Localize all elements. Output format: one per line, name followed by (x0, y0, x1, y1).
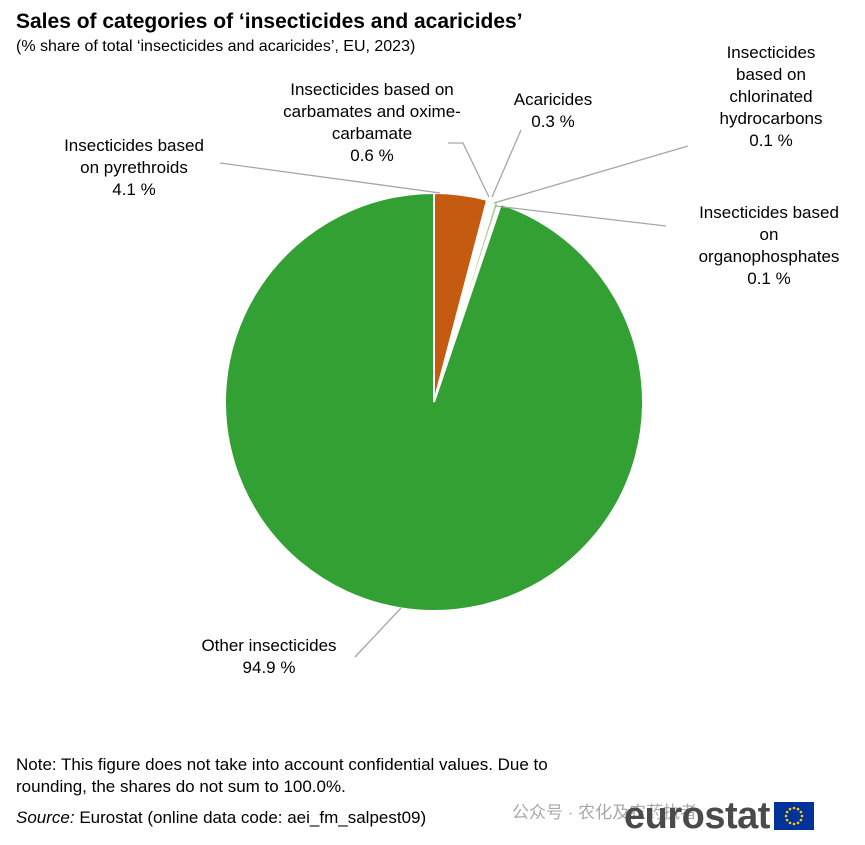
pie-slice (224, 191, 644, 612)
slice-label: Other insecticides 94.9 % (201, 636, 336, 677)
eu-flag-star (785, 810, 789, 814)
source-label: Source: (16, 808, 75, 827)
slice-label-line: 0.6 % (350, 146, 393, 165)
eu-flag-star (796, 807, 800, 811)
slice-label: Insecticides based on carbamates and oxim… (283, 80, 461, 165)
eurostat-logo: eurostat (624, 796, 814, 836)
slice-label-line: Acaricides (514, 90, 592, 109)
eu-flag-star (788, 821, 792, 825)
eu-flag-star (799, 818, 803, 822)
slice-label-line: organophosphates (699, 247, 840, 266)
slice-label-line: hydrocarbons (719, 109, 822, 128)
slice-label-line: 94.9 % (243, 658, 296, 677)
eu-flag-star (800, 814, 804, 818)
eu-flag-star (788, 807, 792, 811)
slice-label: Insecticides based on pyrethroids 4.1 % (64, 136, 204, 199)
slice-label-line: chlorinated (729, 87, 812, 106)
eu-flag-star (796, 821, 800, 825)
slice-label-line: based on (736, 65, 806, 84)
source-line: Source: Eurostat (online data code: aei_… (16, 808, 426, 828)
eu-flag-star (785, 818, 789, 822)
eu-flag-icon (773, 802, 814, 830)
slice-label-line: Insecticides based (64, 136, 204, 155)
eu-flag-background (773, 802, 814, 830)
eu-flag-star (792, 822, 796, 826)
watermark-text: 公众号 · 农化及农药执者 (512, 803, 698, 822)
source-text: Eurostat (online data code: aei_fm_salpe… (74, 808, 427, 827)
slice-label-line: carbamate (332, 124, 412, 143)
leader-line (448, 142, 490, 198)
slice-label-line: Insecticides based on (290, 80, 454, 99)
leader-line (219, 162, 441, 194)
eu-flag-star (799, 810, 803, 814)
slice-label-line: 0.1 % (749, 131, 792, 150)
slice-label: Insecticides based on organophosphates 0.1 … (699, 203, 840, 288)
slice-label-line: 4.1 % (112, 180, 155, 199)
slice-label-line: 0.3 % (531, 112, 574, 131)
slice-label: Acaricides 0.3 % (514, 90, 592, 131)
eu-flag-star (784, 814, 788, 818)
slice-label-line: Insecticides (727, 43, 816, 62)
leader-line (491, 129, 522, 198)
chart-subtitle: (% share of total ‘insecticides and acar… (16, 38, 416, 55)
slice-label-line: Insecticides based (699, 203, 839, 222)
slice-label-line: 0.1 % (747, 269, 790, 288)
slice-label: Insecticides based on chlorinated hydrocarb… (719, 43, 822, 150)
chart-title: Sales of categories of ‘insecticides and… (16, 10, 523, 33)
eurostat-logo-text: eurostat (624, 795, 770, 837)
eu-flag-star (792, 806, 796, 810)
slice-label-line: carbamates and oxime- (283, 102, 461, 121)
leader-line (354, 607, 402, 658)
chart-note: Note: This figure does not take into acc… (16, 755, 548, 796)
leader-line (494, 205, 667, 227)
slice-label-line: Other insecticides (201, 636, 336, 655)
leader-line (493, 145, 689, 204)
slice-label-line: on pyrethroids (80, 158, 188, 177)
slice-label-line: on (760, 225, 779, 244)
